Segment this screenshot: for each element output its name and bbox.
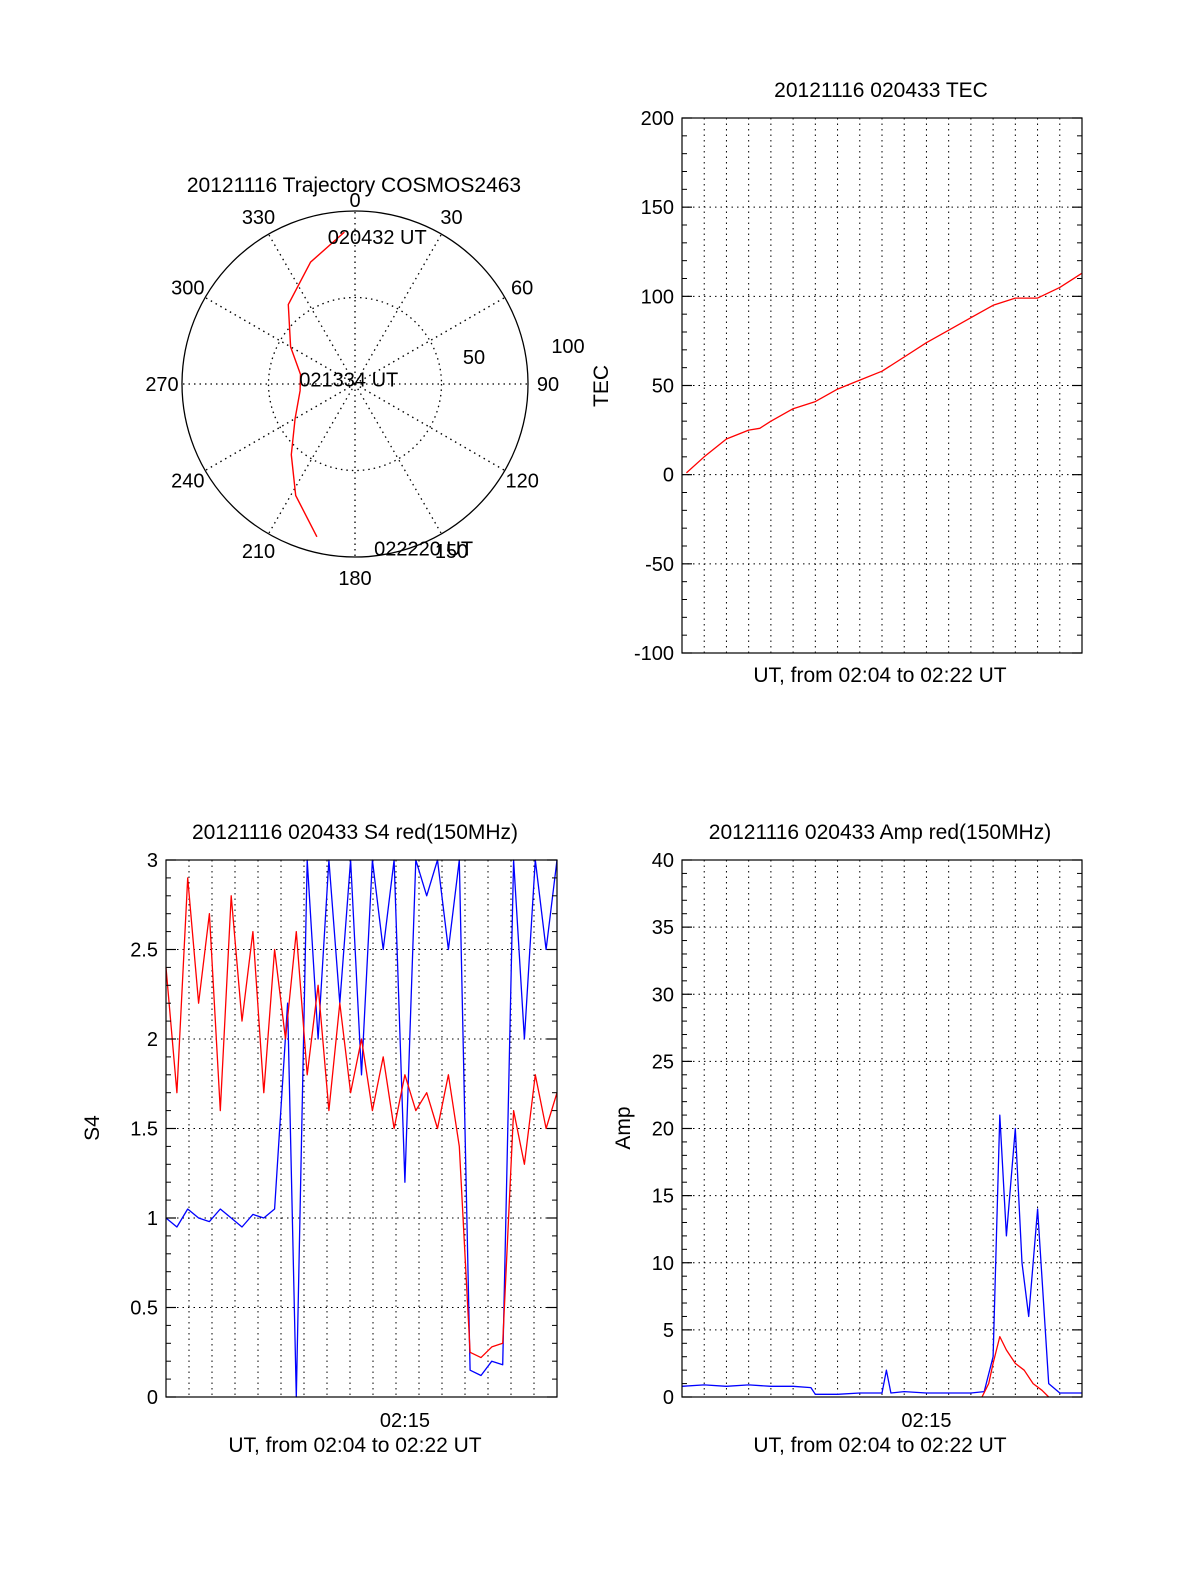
tec-xlabel: UT, from 02:04 to 02:22 UT xyxy=(753,664,1006,687)
y-tick-label: 25 xyxy=(652,1051,674,1073)
s4-series xyxy=(165,859,558,1398)
polar-spoke xyxy=(354,383,506,472)
series-line-0 xyxy=(681,1114,1082,1395)
amp-ylabel: Amp xyxy=(612,1106,635,1149)
y-tick-label: 2.5 xyxy=(130,940,158,962)
y-tick-label: 1.5 xyxy=(130,1119,158,1141)
polar-spoke xyxy=(267,233,356,385)
tec-tick-labels: -100 -50 0 50 100 150 200 xyxy=(634,108,1082,665)
polar-angle-label: 150 xyxy=(435,541,468,563)
polar-spoke xyxy=(354,233,443,385)
y-tick-label: 2 xyxy=(147,1029,158,1051)
polar-spoke xyxy=(204,383,356,472)
polar-angle-label: 270 xyxy=(145,374,178,396)
amp-title: 20121116 020433 Amp red(150MHz) xyxy=(709,821,1051,844)
polar-annotation: 022220 UT xyxy=(374,538,473,560)
polar-angle-label: 60 xyxy=(511,278,533,300)
polar-angle-label: 330 xyxy=(242,207,275,229)
series-line-1 xyxy=(981,1335,1050,1398)
polar-track xyxy=(287,231,345,538)
polar-track-line xyxy=(287,231,345,538)
y-tick-label: 30 xyxy=(652,984,674,1006)
x-tick-label: 02:15 xyxy=(380,1410,430,1432)
x-tick-label: 02:15 xyxy=(901,1410,951,1432)
s4-ylabel: S4 xyxy=(81,1115,104,1141)
polar-spoke xyxy=(354,383,443,535)
y-tick-label: 200 xyxy=(641,108,674,130)
series-line-0 xyxy=(165,859,558,1398)
polar-annotations: 020432 UT 021334 UT 022220 UT xyxy=(299,227,473,560)
y-tick-label: 0 xyxy=(663,1387,674,1409)
polar-annotation: 020432 UT xyxy=(328,227,427,249)
polar-spoke xyxy=(204,296,356,385)
amp-panel: 20121116 020433 Amp red(150MHz) 0 5 10 15 20… xyxy=(612,821,1083,1457)
polar-angle-label: 300 xyxy=(171,278,204,300)
y-tick-label: 100 xyxy=(641,286,674,308)
tec-series xyxy=(685,272,1083,474)
polar-angle-labels: 0 30 60 90 120 150 180 210 240 270 300 330 50 100 xyxy=(145,190,584,590)
amp-xlabel: UT, from 02:04 to 02:22 UT xyxy=(753,1434,1006,1457)
polar-radius-label: 50 xyxy=(463,347,485,369)
tec-grid xyxy=(682,118,1082,653)
s4-xlabel: UT, from 02:04 to 02:22 UT xyxy=(228,1434,481,1457)
y-tick-label: 35 xyxy=(652,917,674,939)
polar-radius-label: 100 xyxy=(551,336,584,358)
s4-panel: 20121116 020433 S4 red(150MHz) 0 0.5 1 1.5 2… xyxy=(81,821,558,1457)
polar-outer-ring xyxy=(181,210,529,558)
y-tick-label: 0.5 xyxy=(130,1298,158,1320)
tec-plot-frame xyxy=(681,117,1083,654)
s4-plot-frame xyxy=(165,859,558,1398)
y-tick-label: 50 xyxy=(652,376,674,398)
polar-trajectory-panel: 20121116 Trajectory COSMOS2463 0 30 60 90 12… xyxy=(145,174,584,590)
tec-panel: 20121116 020433 TEC -100-50050100150200 … xyxy=(590,79,1083,687)
y-tick-label: 0 xyxy=(147,1387,158,1409)
amp-grid xyxy=(682,860,1082,1397)
y-tick-label: -100 xyxy=(634,643,674,665)
tec-ylabel: TEC xyxy=(590,365,613,407)
y-tick-label: 15 xyxy=(652,1186,674,1208)
y-tick-label: 1 xyxy=(147,1208,158,1230)
polar-angle-label: 210 xyxy=(242,541,275,563)
s4-grid xyxy=(166,860,557,1397)
polar-angle-label: 120 xyxy=(505,471,538,493)
tec-title: 20121116 020433 TEC xyxy=(774,79,988,102)
amp-series xyxy=(681,1114,1082,1398)
y-tick-label: 150 xyxy=(641,197,674,219)
series-line-1 xyxy=(165,877,558,1359)
polar-ring-50 xyxy=(267,296,443,472)
y-tick-label: 10 xyxy=(652,1253,674,1275)
s4-tick-labels: 0 0.5 1 1.5 2 2.5 3 02:15 xyxy=(130,850,557,1432)
polar-spoke xyxy=(354,296,506,385)
polar-spoke xyxy=(267,383,356,535)
amp-plot-frame xyxy=(681,859,1083,1398)
y-tick-label: 5 xyxy=(663,1320,674,1342)
y-tick-label: -50 xyxy=(645,554,674,576)
polar-angle-label: 0 xyxy=(349,190,360,212)
y-tick-label: 3 xyxy=(147,850,158,872)
y-tick-label: 0 xyxy=(663,465,674,487)
polar-grid xyxy=(181,210,529,558)
s4-title: 20121116 020433 S4 red(150MHz) xyxy=(192,821,518,844)
polar-angle-label: 240 xyxy=(171,471,204,493)
amp-tick-labels: 0 5 10 15 20 25 30 35 40 02:15 xyxy=(652,850,1082,1432)
y-tick-label: 40 xyxy=(652,850,674,872)
polar-angle-label: 180 xyxy=(338,568,371,590)
series-line-0 xyxy=(685,272,1083,474)
polar-title: 20121116 Trajectory COSMOS2463 xyxy=(187,174,521,197)
polar-angle-label: 90 xyxy=(537,374,559,396)
polar-angle-label: 30 xyxy=(440,207,462,229)
polar-annotation: 021334 UT xyxy=(299,369,398,391)
y-tick-label: 20 xyxy=(652,1119,674,1141)
